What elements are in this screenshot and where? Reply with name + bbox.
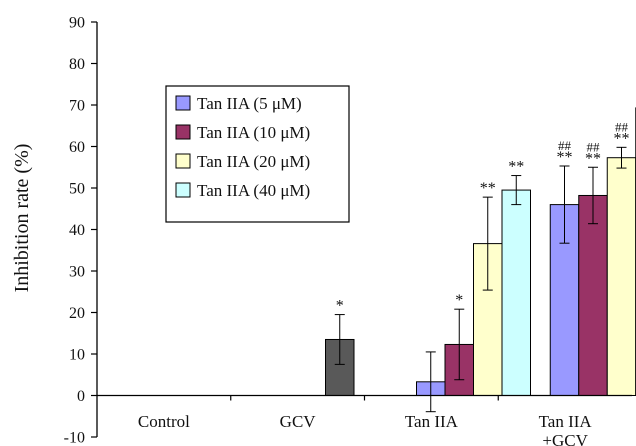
legend-frame (165, 85, 350, 223)
significance-mark: ** (614, 130, 630, 147)
x-category-label: Tan IIA (405, 412, 459, 431)
significance-hash-mark: ## (615, 119, 629, 134)
significance-mark: ** (508, 159, 524, 176)
significance-mark: ** (480, 180, 496, 197)
legend-label: Tan IIA (20 μM) (197, 152, 310, 171)
y-tick-label: 60 (69, 139, 85, 156)
significance-mark: * (455, 292, 463, 309)
significance-mark: ** (585, 150, 601, 167)
y-tick-label: 10 (69, 347, 85, 364)
legend-swatch (175, 182, 191, 198)
y-tick-label: 0 (77, 388, 85, 405)
y-tick-label: -10 (64, 430, 85, 446)
bar (578, 194, 608, 396)
bar (501, 189, 531, 396)
y-tick-label: 70 (69, 98, 85, 115)
x-category-label: +GCV (542, 431, 588, 446)
legend-label: Tan IIA (5 μM) (197, 94, 302, 113)
y-tick-label: 90 (69, 15, 85, 32)
y-tick-label: 30 (69, 264, 85, 281)
bar (606, 157, 636, 396)
legend-label: Tan IIA (40 μM) (197, 181, 310, 200)
legend-swatch (175, 153, 191, 169)
x-axis-labels: Control GCV Tan IIA Tan IIA+GCV (138, 412, 592, 446)
legend-label: Tan IIA (10 μM) (197, 123, 310, 142)
y-axis-ticks: -10 0 10 20 30 40 50 60 70 80 90 (64, 15, 97, 446)
legend-swatch (175, 95, 191, 111)
significance-mark: * (336, 298, 344, 315)
legend: Tan IIA (5 μM) Tan IIA (10 μM) Tan IIA (20… (165, 85, 350, 223)
significance-mark: ** (557, 149, 573, 166)
x-category-label: Tan IIA (539, 412, 593, 431)
legend-swatch (175, 124, 191, 140)
y-tick-label: 40 (69, 222, 85, 239)
x-category-label: Control (138, 412, 190, 431)
y-tick-label: 20 (69, 305, 85, 322)
y-tick-label: 80 (69, 56, 85, 73)
y-tick-label: 50 (69, 181, 85, 198)
y-axis-title: Inhibition rate (%) (11, 144, 33, 293)
significance-hash-mark: ## (587, 139, 601, 154)
significance-hash-mark: ## (558, 138, 572, 153)
axes (96, 22, 632, 437)
x-category-label: GCV (280, 412, 317, 431)
bar-group: ********##**##**##**## (325, 107, 636, 413)
